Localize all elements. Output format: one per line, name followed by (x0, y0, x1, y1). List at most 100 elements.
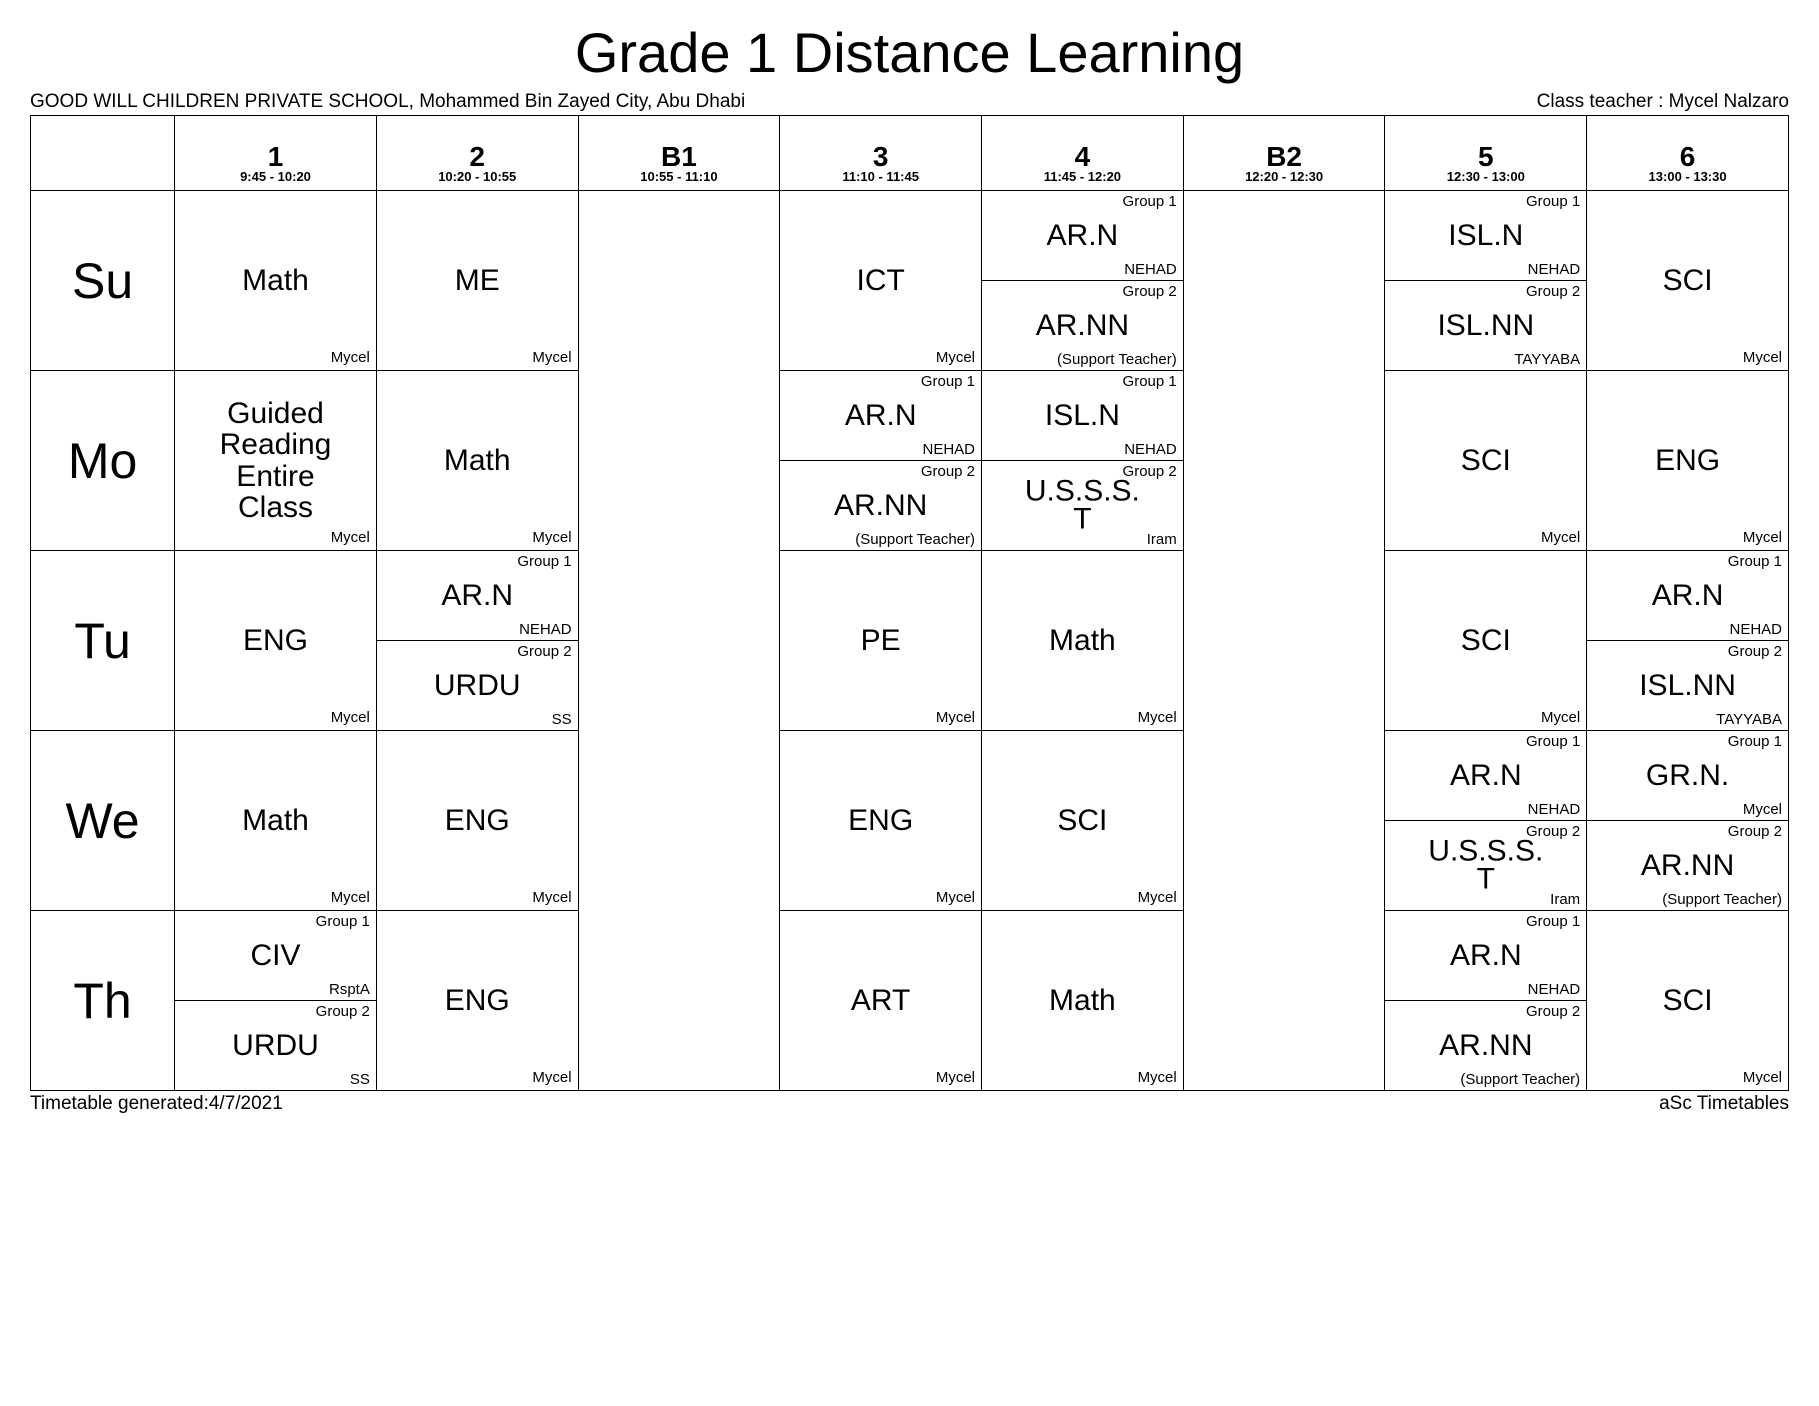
lesson-group: Group 1AR.NNEHAD (982, 191, 1183, 281)
lesson-teacher: NEHAD (923, 441, 976, 458)
group-label: Group 1 (1123, 193, 1177, 210)
lesson-cell: SCI Mycel (1587, 911, 1789, 1091)
period-time: 12:30 - 13:00 (1385, 169, 1586, 184)
day-label: Tu (31, 551, 175, 731)
lesson-cell-split: Group 1AR.NNEHADGroup 2U.S.S.S.TIram (1385, 731, 1587, 911)
lesson-cell: ENG Mycel (376, 731, 578, 911)
day-label: Mo (31, 371, 175, 551)
lesson-teacher: NEHAD (519, 621, 572, 638)
lesson-group: Group 1ISL.NNEHAD (982, 371, 1183, 461)
lesson-subject: AR.NN (1641, 851, 1734, 880)
period-head-5: 5 12:30 - 13:00 (1385, 116, 1587, 191)
lesson-teacher: SS (350, 1071, 370, 1088)
period-head-3: 3 11:10 - 11:45 (780, 116, 982, 191)
lesson-teacher: Mycel (532, 1069, 571, 1086)
lesson-group: Group 2AR.NN(Support Teacher) (982, 281, 1183, 370)
lesson-cell: MEMycel (376, 191, 578, 371)
group-label: Group 2 (1728, 823, 1782, 840)
class-teacher: Class teacher : Mycel Nalzaro (1537, 91, 1789, 113)
period-time: 11:10 - 11:45 (780, 169, 981, 184)
group-label: Group 2 (1123, 283, 1177, 300)
period-number: 6 (1587, 133, 1788, 173)
lesson-subject: ENG (445, 804, 510, 838)
lesson-teacher: Mycel (1138, 709, 1177, 726)
break-column-2 (1183, 191, 1385, 1091)
lesson-cell: MathMycel (175, 731, 377, 911)
lesson-teacher: Mycel (331, 889, 370, 906)
lesson-subject: AR.NN (1439, 1031, 1532, 1060)
lesson-cell: ICT Mycel (780, 191, 982, 371)
footer-row: Timetable generated:4/7/2021 aSc Timetab… (30, 1093, 1789, 1115)
lesson-subject: AR.NN (1036, 311, 1129, 340)
lesson-teacher: NEHAD (1528, 981, 1581, 998)
group-label: Group 2 (921, 463, 975, 480)
group-label: Group 1 (1526, 913, 1580, 930)
day-label: We (31, 731, 175, 911)
lesson-subject: ENG (445, 984, 510, 1018)
lesson-subject: URDU (434, 671, 521, 700)
lesson-subject: ISL.N (1448, 221, 1523, 250)
day-label: Th (31, 911, 175, 1091)
lesson-teacher: NEHAD (1124, 441, 1177, 458)
lesson-teacher: Mycel (1743, 1069, 1782, 1086)
lesson-group: Group 2AR.NN(Support Teacher) (780, 461, 981, 550)
lesson-subject: GR.N. (1646, 761, 1729, 790)
lesson-subject: ART (851, 984, 910, 1018)
day-row: ThGroup 1CIVRsptAGroup 2URDUSSENGMycelAR… (31, 911, 1789, 1091)
lesson-teacher: TAYYABA (1716, 711, 1782, 728)
lesson-subject: ISL.NN (1639, 671, 1736, 700)
lesson-cell-split: Group 1GR.N.MycelGroup 2AR.NN(Support Te… (1587, 731, 1789, 911)
lesson-cell: MathMycel (175, 191, 377, 371)
school-name: GOOD WILL CHILDREN PRIVATE SCHOOL, Moham… (30, 91, 745, 113)
period-head-4: 4 11:45 - 12:20 (982, 116, 1184, 191)
page-title: Grade 1 Distance Learning (30, 20, 1789, 85)
lesson-cell: ENGMycel (1587, 371, 1789, 551)
lesson-teacher: Mycel (1138, 889, 1177, 906)
lesson-cell: MathMycel (376, 371, 578, 551)
lesson-cell: ART Mycel (780, 911, 982, 1091)
period-number: 5 (1385, 133, 1586, 173)
period-time: 13:00 - 13:30 (1587, 169, 1788, 184)
lesson-cell: ENGMycel (780, 731, 982, 911)
group-label: Group 2 (517, 643, 571, 660)
lesson-subject: U.S.S.S.T (1428, 837, 1543, 894)
lesson-group: Group 1CIVRsptA (175, 911, 376, 1001)
header-row: 1 9:45 - 10:20 2 10:20 - 10:55 B1 10:55 … (31, 116, 1789, 191)
lesson-group: Group 2ISL.NNTAYYABA (1385, 281, 1586, 370)
lesson-cell: ENG Mycel (376, 911, 578, 1091)
lesson-cell-split: Group 1AR.NNEHADGroup 2ISL.NNTAYYABA (1587, 551, 1789, 731)
lesson-cell: SCIMycel (1385, 371, 1587, 551)
day-label: Su (31, 191, 175, 371)
lesson-subject: Math (1049, 984, 1116, 1018)
lesson-subject: AR.N (441, 581, 513, 610)
lesson-subject: SCI (1663, 984, 1713, 1018)
lesson-subject: SCI (1461, 624, 1511, 658)
period-number: 3 (780, 133, 981, 173)
lesson-subject: AR.N (845, 401, 917, 430)
lesson-cell: MathMycel (982, 551, 1184, 731)
lesson-teacher: Mycel (532, 889, 571, 906)
lesson-subject: SCI (1461, 444, 1511, 478)
lesson-teacher: Mycel (936, 349, 975, 366)
lesson-group: Group 2U.S.S.S.TIram (982, 461, 1183, 550)
group-label: Group 1 (517, 553, 571, 570)
lesson-cell: GuidedReadingEntireClassMycel (175, 371, 377, 551)
lesson-teacher: Mycel (936, 1069, 975, 1086)
lesson-subject: AR.NN (834, 491, 927, 520)
lesson-group: Group 1ISL.NNEHAD (1385, 191, 1586, 281)
lesson-subject: ENG (848, 804, 913, 838)
group-label: Group 1 (316, 913, 370, 930)
lesson-group: Group 1GR.N.Mycel (1587, 731, 1788, 821)
lesson-group: Group 1AR.N NEHAD (377, 551, 578, 641)
lesson-subject: ENG (243, 624, 308, 658)
day-row: TuENGMycelGroup 1AR.NNEHADGroup 2URDUSSP… (31, 551, 1789, 731)
group-label: Group 1 (1728, 733, 1782, 750)
lesson-teacher: Iram (1147, 531, 1177, 548)
lesson-subject: AR.N (1047, 221, 1119, 250)
lesson-subject: ICT (856, 264, 904, 298)
lesson-cell-split: Group 1AR.NNEHADGroup 2AR.NN(Support Tea… (1385, 911, 1587, 1091)
group-label: Group 2 (1728, 643, 1782, 660)
break-column-1 (578, 191, 780, 1091)
lesson-teacher: NEHAD (1528, 261, 1581, 278)
lesson-teacher: (Support Teacher) (1460, 1071, 1580, 1088)
